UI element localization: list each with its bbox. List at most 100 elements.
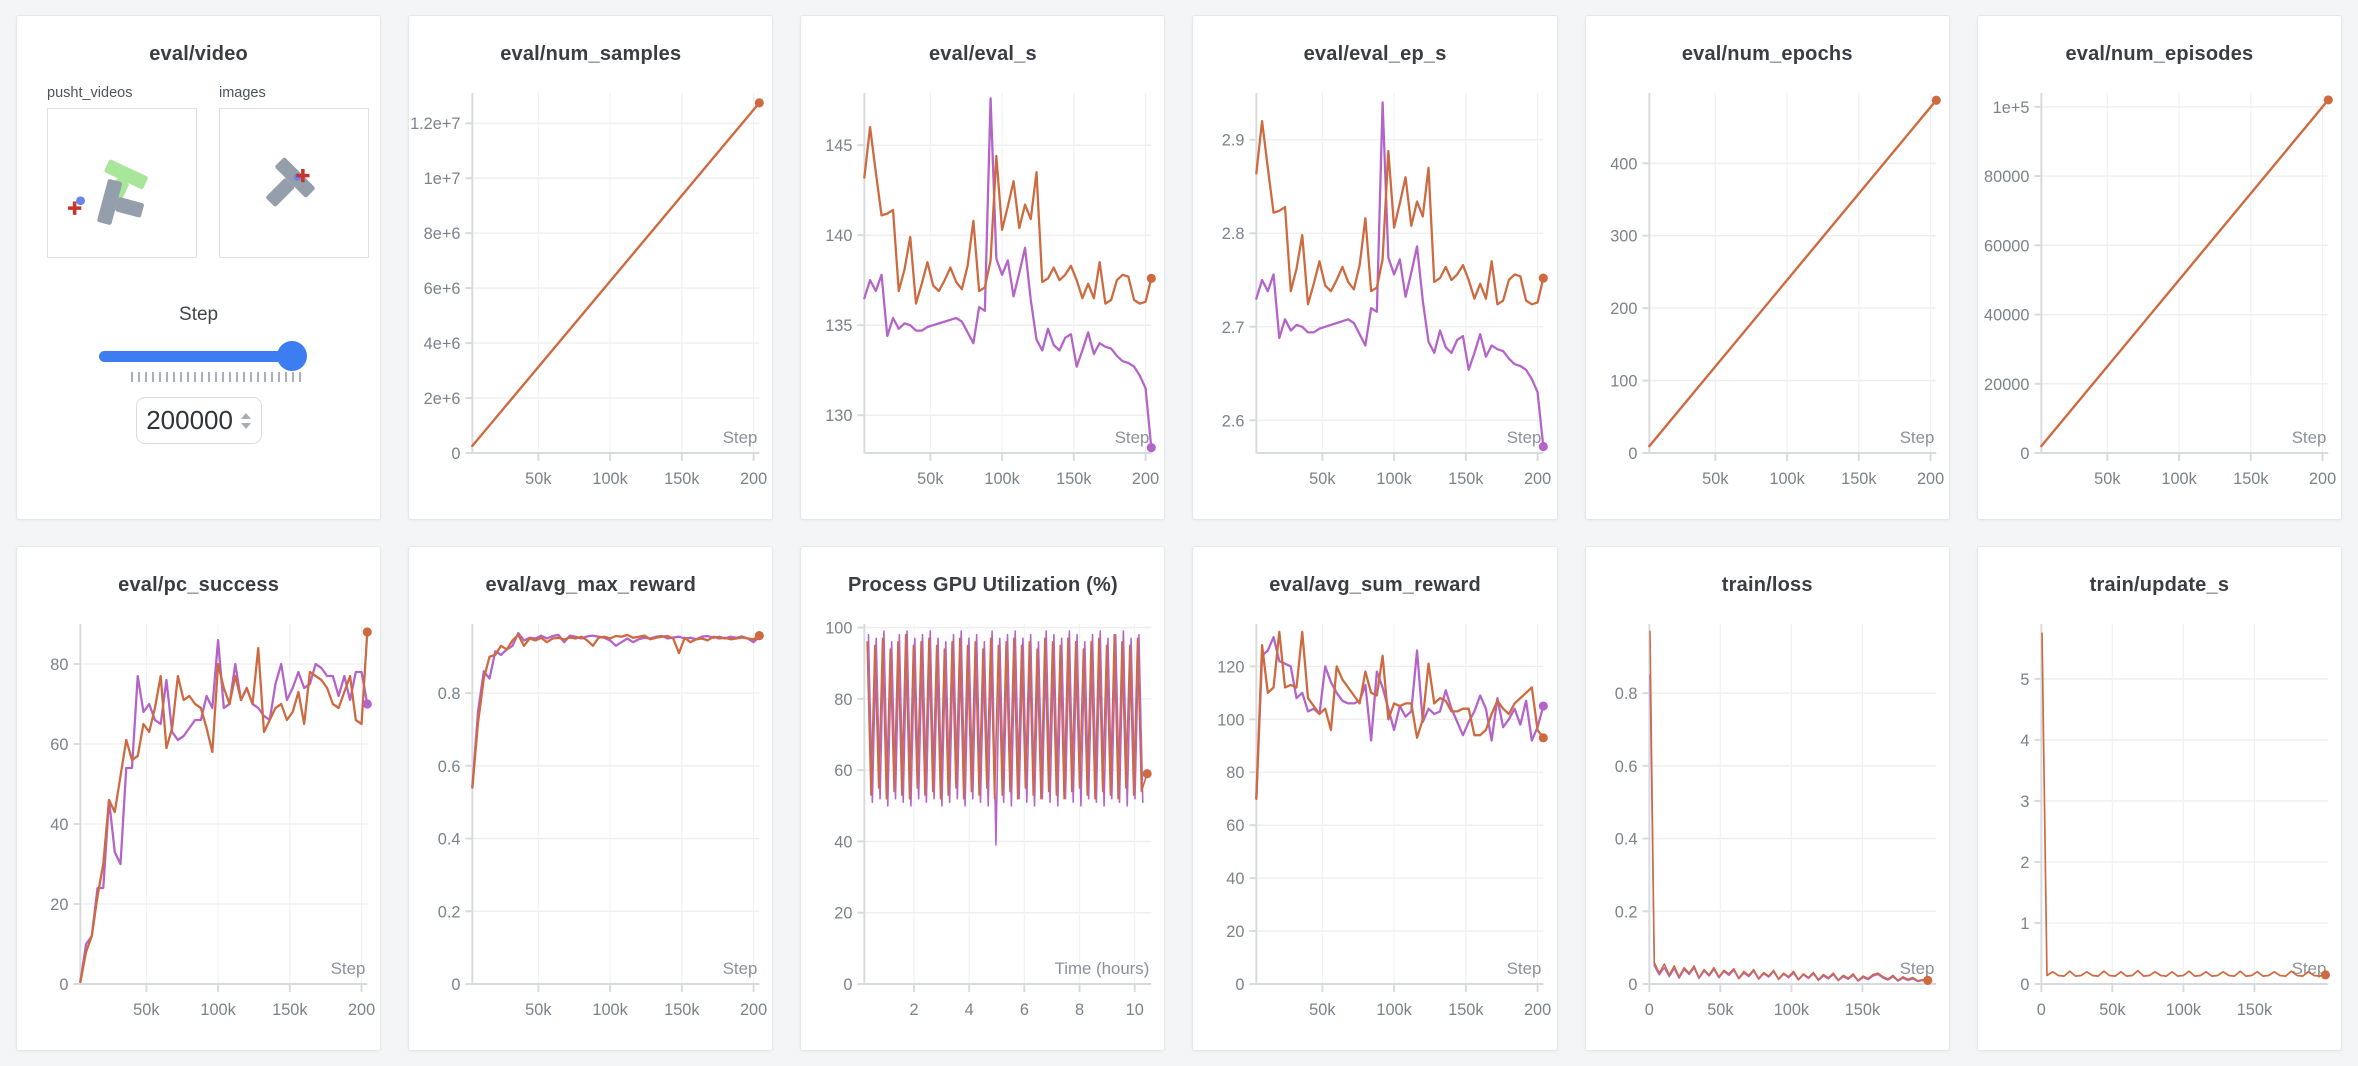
media-label: pusht_videos [47,85,133,101]
chart-eval-num-epochs[interactable]: 0 100 200 300 400 50k 100k 150k 200 Step [1586,81,1949,511]
svg-text:0.8: 0.8 [1614,685,1637,703]
stepper-down-icon[interactable] [240,422,251,429]
chart-eval-pc-success[interactable]: 0 20 40 60 80 50k 100k 150k 200 Step [17,612,380,1042]
panel-eval-num-epochs: eval/num_epochs 0 100 200 300 400 50k 100k 150k… [1584,15,1950,520]
svg-text:50k: 50k [918,470,945,488]
svg-text:4: 4 [965,1001,974,1019]
svg-text:135: 135 [826,317,853,335]
svg-text:100k: 100k [1377,470,1413,488]
svg-text:150k: 150k [1841,470,1877,488]
svg-text:2.7: 2.7 [1222,319,1245,337]
svg-text:200: 200 [740,1001,767,1019]
svg-text:0.2: 0.2 [1614,903,1637,921]
svg-text:8: 8 [1075,1001,1084,1019]
svg-text:1e+7: 1e+7 [424,170,461,188]
svg-text:100k: 100k [593,470,629,488]
svg-text:Step: Step [1899,959,1934,978]
svg-text:20000: 20000 [1984,376,2029,394]
svg-text:200: 200 [1610,300,1637,318]
panel-train-update-s: train/update_s 0 1 2 3 4 5 0 50k 100k 150k Step [1976,546,2342,1051]
svg-text:50k: 50k [2094,470,2121,488]
chart-train-update-s[interactable]: 0 1 2 3 4 5 0 50k 100k 150k Step [1978,612,2341,1042]
svg-text:80000: 80000 [1984,168,2029,186]
svg-text:50k: 50k [1310,1001,1337,1019]
svg-text:Time (hours): Time (hours) [1055,959,1150,978]
svg-text:50k: 50k [525,1001,552,1019]
panel-title: train/update_s [2089,574,2230,596]
svg-text:0: 0 [2020,445,2029,463]
svg-text:80: 80 [1227,764,1245,782]
panel-eval-avg-max-reward: eval/avg_max_reward 0 0.2 0.4 0.6 0.8 50k 100k… [408,546,774,1051]
pusht-video-frame [67,159,148,225]
svg-text:60: 60 [1227,817,1245,835]
svg-text:0: 0 [1628,976,1637,994]
media-row: pusht_videos [17,69,380,258]
svg-text:4: 4 [2020,732,2029,750]
svg-text:50k: 50k [133,1001,160,1019]
svg-text:2: 2 [2020,854,2029,872]
panel-title: eval/num_epochs [1681,43,1853,65]
svg-text:60: 60 [835,762,853,780]
svg-text:100k: 100k [1377,1001,1413,1019]
svg-text:20: 20 [835,905,853,923]
svg-text:40: 40 [50,816,68,834]
svg-text:150k: 150k [1056,470,1092,488]
step-slider[interactable] [98,341,307,371]
svg-text:60: 60 [50,736,68,754]
step-slider-heading: Step [179,304,219,325]
svg-text:300: 300 [1610,228,1637,246]
svg-text:150k: 150k [2233,470,2269,488]
svg-text:0.2: 0.2 [438,903,461,921]
svg-text:150k: 150k [1844,1001,1880,1019]
svg-text:0: 0 [2020,976,2029,994]
stepper-up-icon[interactable] [240,412,251,419]
step-slider-section: Step 200000 [17,304,380,444]
images-thumbnail[interactable] [219,108,369,258]
svg-text:6: 6 [1020,1001,1029,1019]
svg-text:6e+6: 6e+6 [424,280,461,298]
pusht-videos-thumbnail[interactable] [47,108,197,258]
chart-process-gpu-utilization[interactable]: 0 20 40 60 80 100 2 4 6 8 10 Time (hours) [801,612,1164,1042]
step-slider-track[interactable] [98,350,299,362]
svg-text:0.6: 0.6 [1614,758,1637,776]
step-stepper [240,412,251,429]
svg-text:150k: 150k [1449,470,1485,488]
svg-text:200: 200 [1524,1001,1551,1019]
step-slider-handle[interactable] [276,341,307,371]
svg-text:130: 130 [826,407,853,425]
svg-text:2: 2 [910,1001,919,1019]
chart-eval-num-samples[interactable]: 0 2e+6 4e+6 6e+6 8e+6 1e+7 1.2e+7 50k 100k 150k 20… [409,81,772,511]
panel-title: train/loss [1721,574,1813,596]
goal-cross-icon [67,201,82,215]
svg-text:0: 0 [1644,1001,1653,1019]
step-number-input[interactable]: 200000 [135,397,262,444]
svg-text:5: 5 [2020,671,2029,689]
svg-text:80: 80 [835,691,853,709]
pusht-block-t-icon [266,157,315,207]
pusht-block-t-icon [97,179,144,225]
svg-text:100: 100 [1610,372,1637,390]
chart-eval-eval-s[interactable]: 130 135 140 145 50k 100k 150k 200 Step [801,81,1164,511]
panel-title: eval/video [149,43,248,65]
panel-title: Process GPU Utilization (%) [847,574,1118,596]
panel-eval-num-episodes: eval/num_episodes 0 20000 40000 60000 80000 1… [1976,15,2342,520]
step-slider-ticks-row [99,372,301,382]
agent-dot-icon [76,196,85,206]
chart-eval-avg-sum-reward[interactable]: 0 20 40 60 80 100 120 50k 100k 150k 200 Step [1193,612,1556,1042]
svg-text:50k: 50k [1707,1001,1734,1019]
panel-eval-num-samples: eval/num_samples 0 2e+6 4e+6 6e+6 8e+6 1e+7 1.… [408,15,774,520]
svg-text:0: 0 [844,976,853,994]
chart-eval-eval-ep-s[interactable]: 2.6 2.7 2.8 2.9 50k 100k 150k 200 Step [1193,81,1556,511]
svg-text:0.8: 0.8 [438,685,461,703]
chart-eval-avg-max-reward[interactable]: 0 0.2 0.4 0.6 0.8 50k 100k 150k 200 Step [409,612,772,1042]
svg-text:100k: 100k [200,1001,236,1019]
svg-text:0.4: 0.4 [1614,830,1637,848]
svg-text:150k: 150k [272,1001,308,1019]
svg-text:Step: Step [1507,428,1542,447]
chart-train-loss[interactable]: 0 0.2 0.4 0.6 0.8 0 50k 100k 150k Step [1586,612,1949,1042]
chart-eval-num-episodes[interactable]: 0 20000 40000 60000 80000 1e+5 50k 100k 150k 200 S… [1978,81,2341,511]
panel-title: eval/avg_max_reward [485,574,697,596]
svg-text:Step: Step [1899,428,1934,447]
svg-text:150k: 150k [1449,1001,1485,1019]
panel-title: eval/num_episodes [2065,43,2254,65]
